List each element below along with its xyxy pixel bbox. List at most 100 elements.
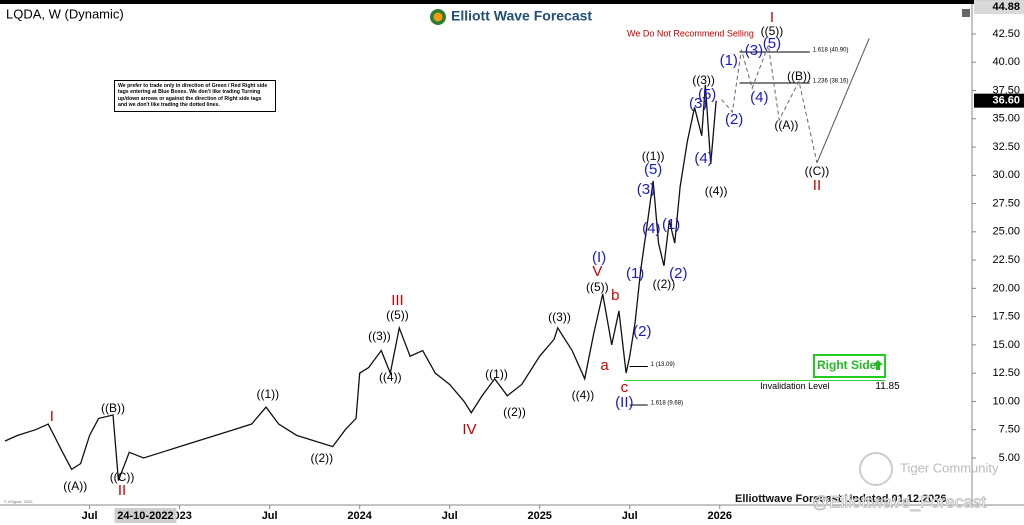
wave-label: III — [391, 292, 404, 309]
price-label-box — [974, 93, 1024, 108]
wave-label: (1) — [626, 265, 644, 282]
x-tick-label: Jul — [262, 510, 278, 522]
wave-label: ((2)) — [503, 405, 526, 419]
wave-label: ((5)) — [586, 280, 609, 294]
watermark-icon — [859, 452, 893, 486]
cursor-date: 24-10-2022 — [117, 510, 173, 522]
x-tick-label: 2024 — [347, 510, 372, 522]
y-tick-label: 42.50 — [992, 28, 1020, 40]
wave-label: ((B)) — [787, 69, 811, 83]
copyright: © eSignal, 2026 — [4, 499, 33, 504]
wave-label: ((A)) — [774, 118, 798, 132]
wave-label: ((1)) — [642, 149, 665, 163]
wave-label: a — [600, 357, 609, 374]
y-tick-label: 15.00 — [992, 339, 1020, 351]
wave-label: ((5)) — [761, 24, 784, 38]
y-tick-label: 17.50 — [992, 311, 1020, 323]
x-tick-label: 2026 — [708, 510, 732, 522]
right-side-box — [813, 354, 886, 378]
wave-label: (3) — [689, 95, 707, 112]
y-tick-label: 10.00 — [992, 395, 1020, 407]
wave-label: b — [611, 287, 619, 304]
level-label: 1.618 (40.90) — [813, 48, 849, 54]
logo: Elliott Wave Forecast — [451, 8, 592, 24]
x-tick-label: 2025 — [527, 510, 551, 522]
wave-label: ((1)) — [485, 367, 508, 381]
wave-label: (5) — [763, 35, 781, 52]
x-tick-label: Jul — [82, 510, 98, 522]
watermark: Tiger Community — [900, 460, 999, 475]
wave-label: (2) — [669, 265, 687, 282]
wave-label: ((2)) — [653, 277, 676, 291]
wave-label: ((4)) — [379, 370, 402, 384]
level-label: 1 (13.09) — [651, 362, 675, 368]
y-tick-label: 12.50 — [992, 367, 1020, 379]
wave-label: (2) — [725, 111, 743, 128]
price-line — [4, 84, 717, 481]
wave-label: (5) — [698, 86, 716, 103]
wave-label: ((4)) — [572, 388, 595, 402]
y-tick-label: 22.50 — [992, 254, 1020, 266]
level-label: Invalidation Level — [760, 381, 830, 391]
symbol: LQDA, W (Dynamic) — [6, 6, 124, 21]
y-tick-label: 40.00 — [992, 56, 1020, 68]
wave-label: ((3)) — [692, 73, 715, 87]
right-side: Right Side — [817, 358, 877, 372]
notice: We Do Not Recommend Selling — [627, 28, 754, 38]
wave-label: (I) — [592, 249, 606, 266]
price-label-box — [974, 0, 1024, 15]
y-tick-label: 25.00 — [992, 226, 1020, 238]
wave-label: ((5)) — [386, 308, 409, 322]
cursor-date-box — [114, 508, 177, 523]
disclaimer: We prefer to trade only in direction of … — [114, 80, 276, 112]
x-tick-label: Jul — [622, 510, 638, 522]
wave-label: I — [770, 9, 774, 26]
y-tick-label: 20.00 — [992, 282, 1020, 294]
wave-label: ((3)) — [548, 310, 571, 324]
projection-dashed — [721, 45, 818, 163]
y-tick-label: 27.50 — [992, 197, 1020, 209]
wave-label: ((4)) — [705, 184, 728, 198]
wave-label: I — [50, 408, 54, 425]
y-tick-label: 7.50 — [999, 424, 1020, 436]
wave-label: ((C)) — [805, 164, 830, 178]
wave-label: (3) — [745, 42, 763, 59]
wave-label: (2) — [633, 323, 651, 340]
wave-label: IV — [462, 421, 476, 438]
y-tick-label: 30.00 — [992, 169, 1020, 181]
wave-label: V — [592, 263, 602, 280]
wave-label: (3) — [637, 181, 655, 198]
wave-label: ((B)) — [101, 401, 125, 415]
wave-label: ((3)) — [368, 329, 391, 343]
wave-label: (4) — [642, 220, 660, 237]
x-tick-label: Jul — [442, 510, 458, 522]
y-tick-label: 35.00 — [992, 113, 1020, 125]
y-tick-label: 37.50 — [992, 84, 1020, 96]
wave-label: ((C)) — [110, 470, 135, 484]
wave-label: ((A)) — [63, 479, 87, 493]
up-arrow — [873, 360, 883, 370]
wave-label: ((1)) — [257, 387, 280, 401]
wave-label: (5) — [644, 161, 662, 178]
wave-label: c — [621, 379, 629, 396]
menu-icon[interactable] — [962, 9, 970, 17]
price-label: 36.60 — [992, 95, 1020, 107]
wave-label: II — [118, 482, 126, 499]
wave-label: (1) — [662, 216, 680, 233]
y-tick-label: 32.50 — [992, 141, 1020, 153]
level-label: 1.618 (9.68) — [651, 401, 683, 407]
footer: Elliottwave Forecast Updated 01.12.2026 — [735, 493, 947, 505]
handle: @Elliottwave_Forecast — [812, 492, 986, 511]
wave-label: (1) — [720, 52, 738, 69]
level-value: 11.85 — [875, 381, 900, 392]
wave-label: (II) — [615, 394, 633, 411]
wave-label: (4) — [694, 150, 712, 167]
wave-label: II — [813, 177, 821, 194]
level-label: 1.236 (38.16) — [813, 79, 849, 85]
price-label: 44.88 — [992, 1, 1020, 13]
wave-label: (4) — [750, 89, 768, 106]
top-bar — [0, 0, 1024, 4]
logo-icon-inner — [433, 12, 443, 22]
